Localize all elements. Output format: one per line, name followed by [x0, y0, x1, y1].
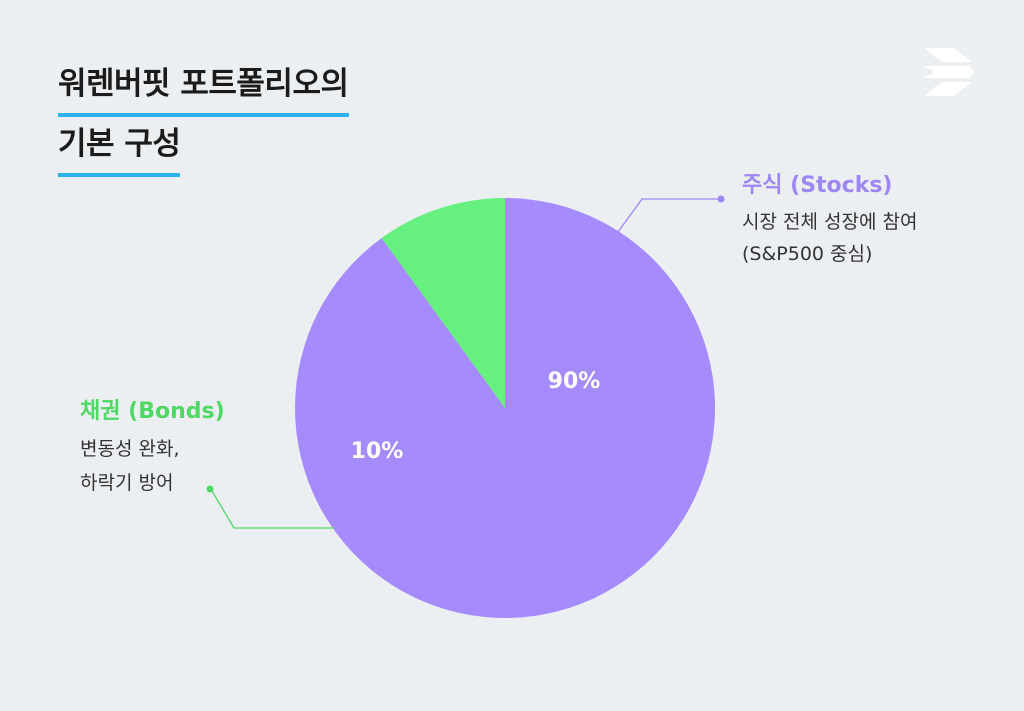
category-desc-bonds-1: 변동성 완화, [80, 438, 179, 460]
title-underline-1 [58, 113, 349, 117]
slice-bonds [381, 198, 505, 408]
pie-slices [294, 198, 716, 619]
leader-stocks-line [617, 198, 718, 233]
leader-stocks-dot [717, 195, 725, 203]
pct-label-bonds: 10% [351, 439, 404, 464]
brand-logo-icon [924, 48, 974, 96]
leader-bonds-line [211, 490, 334, 529]
title-line-1: 워렌버핏 포트폴리오의 [58, 58, 349, 117]
leader-lines [206, 195, 725, 529]
chart-labels: 90% 10% 주식 (Stocks) 시장 전체 성장에 참여 (S&P500 중심)… [80, 173, 917, 494]
category-desc-bonds-2: 하락기 방어 [80, 472, 173, 494]
title-text-2: 기본 구성 [58, 126, 181, 162]
category-desc-stocks-1: 시장 전체 성장에 참여 [742, 211, 917, 233]
title-underline-2 [58, 173, 181, 177]
category-desc-stocks-2: (S&P500 중심) [742, 243, 872, 265]
title-line-2: 기본 구성 [58, 118, 181, 177]
title-text-1: 워렌버핏 포트폴리오의 [58, 66, 349, 102]
pct-label-stocks: 90% [548, 369, 601, 394]
category-label-bonds: 채권 (Bonds) [80, 399, 225, 424]
leader-bonds-dot [206, 485, 214, 493]
slice-stocks [294, 198, 716, 619]
category-label-stocks: 주식 (Stocks) [742, 173, 893, 198]
